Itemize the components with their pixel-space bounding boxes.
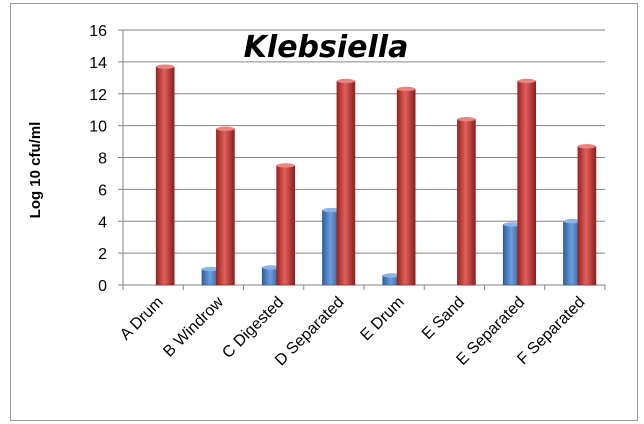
bar-top [262, 265, 281, 270]
bar-top [201, 266, 220, 272]
bar [155, 66, 175, 286]
y-tick-label: 12 [89, 87, 107, 104]
bar-top [517, 78, 536, 84]
bar-top [322, 207, 341, 213]
y-tick-label: 4 [98, 214, 107, 231]
y-tick-label: 14 [89, 55, 107, 72]
bar [396, 88, 416, 286]
bar-top [503, 222, 522, 227]
bar-top [577, 144, 596, 149]
bar [577, 146, 597, 286]
y-tick-label: 10 [89, 119, 107, 136]
bar-top [397, 86, 416, 92]
x-tick-label: E Drum [357, 294, 407, 344]
y-axis-label: Log 10 cfu/ml [27, 122, 44, 219]
bar [216, 128, 235, 286]
x-tick-label: B Windrow [160, 293, 227, 360]
bar-top [216, 126, 235, 132]
axes [118, 29, 606, 290]
bar-top [563, 219, 582, 224]
y-tick-label: 0 [98, 278, 107, 295]
bar-top [276, 163, 295, 168]
bar-top [156, 64, 175, 69]
y-tick-label: 2 [98, 246, 107, 263]
chart-title: Klebsiella [244, 30, 409, 65]
x-tick-label: E Sand [419, 294, 468, 343]
bar [276, 165, 295, 286]
bars [155, 64, 597, 286]
bar-top [457, 117, 476, 122]
bar-top [382, 273, 401, 278]
bar [517, 80, 536, 286]
bar [336, 80, 356, 286]
x-tick-label: A Drum [117, 294, 167, 344]
y-tick-label: 16 [89, 23, 107, 40]
y-tick-label: 8 [98, 151, 107, 168]
y-tick-label: 6 [98, 182, 107, 199]
bar [457, 118, 476, 286]
bar-top [336, 78, 355, 84]
